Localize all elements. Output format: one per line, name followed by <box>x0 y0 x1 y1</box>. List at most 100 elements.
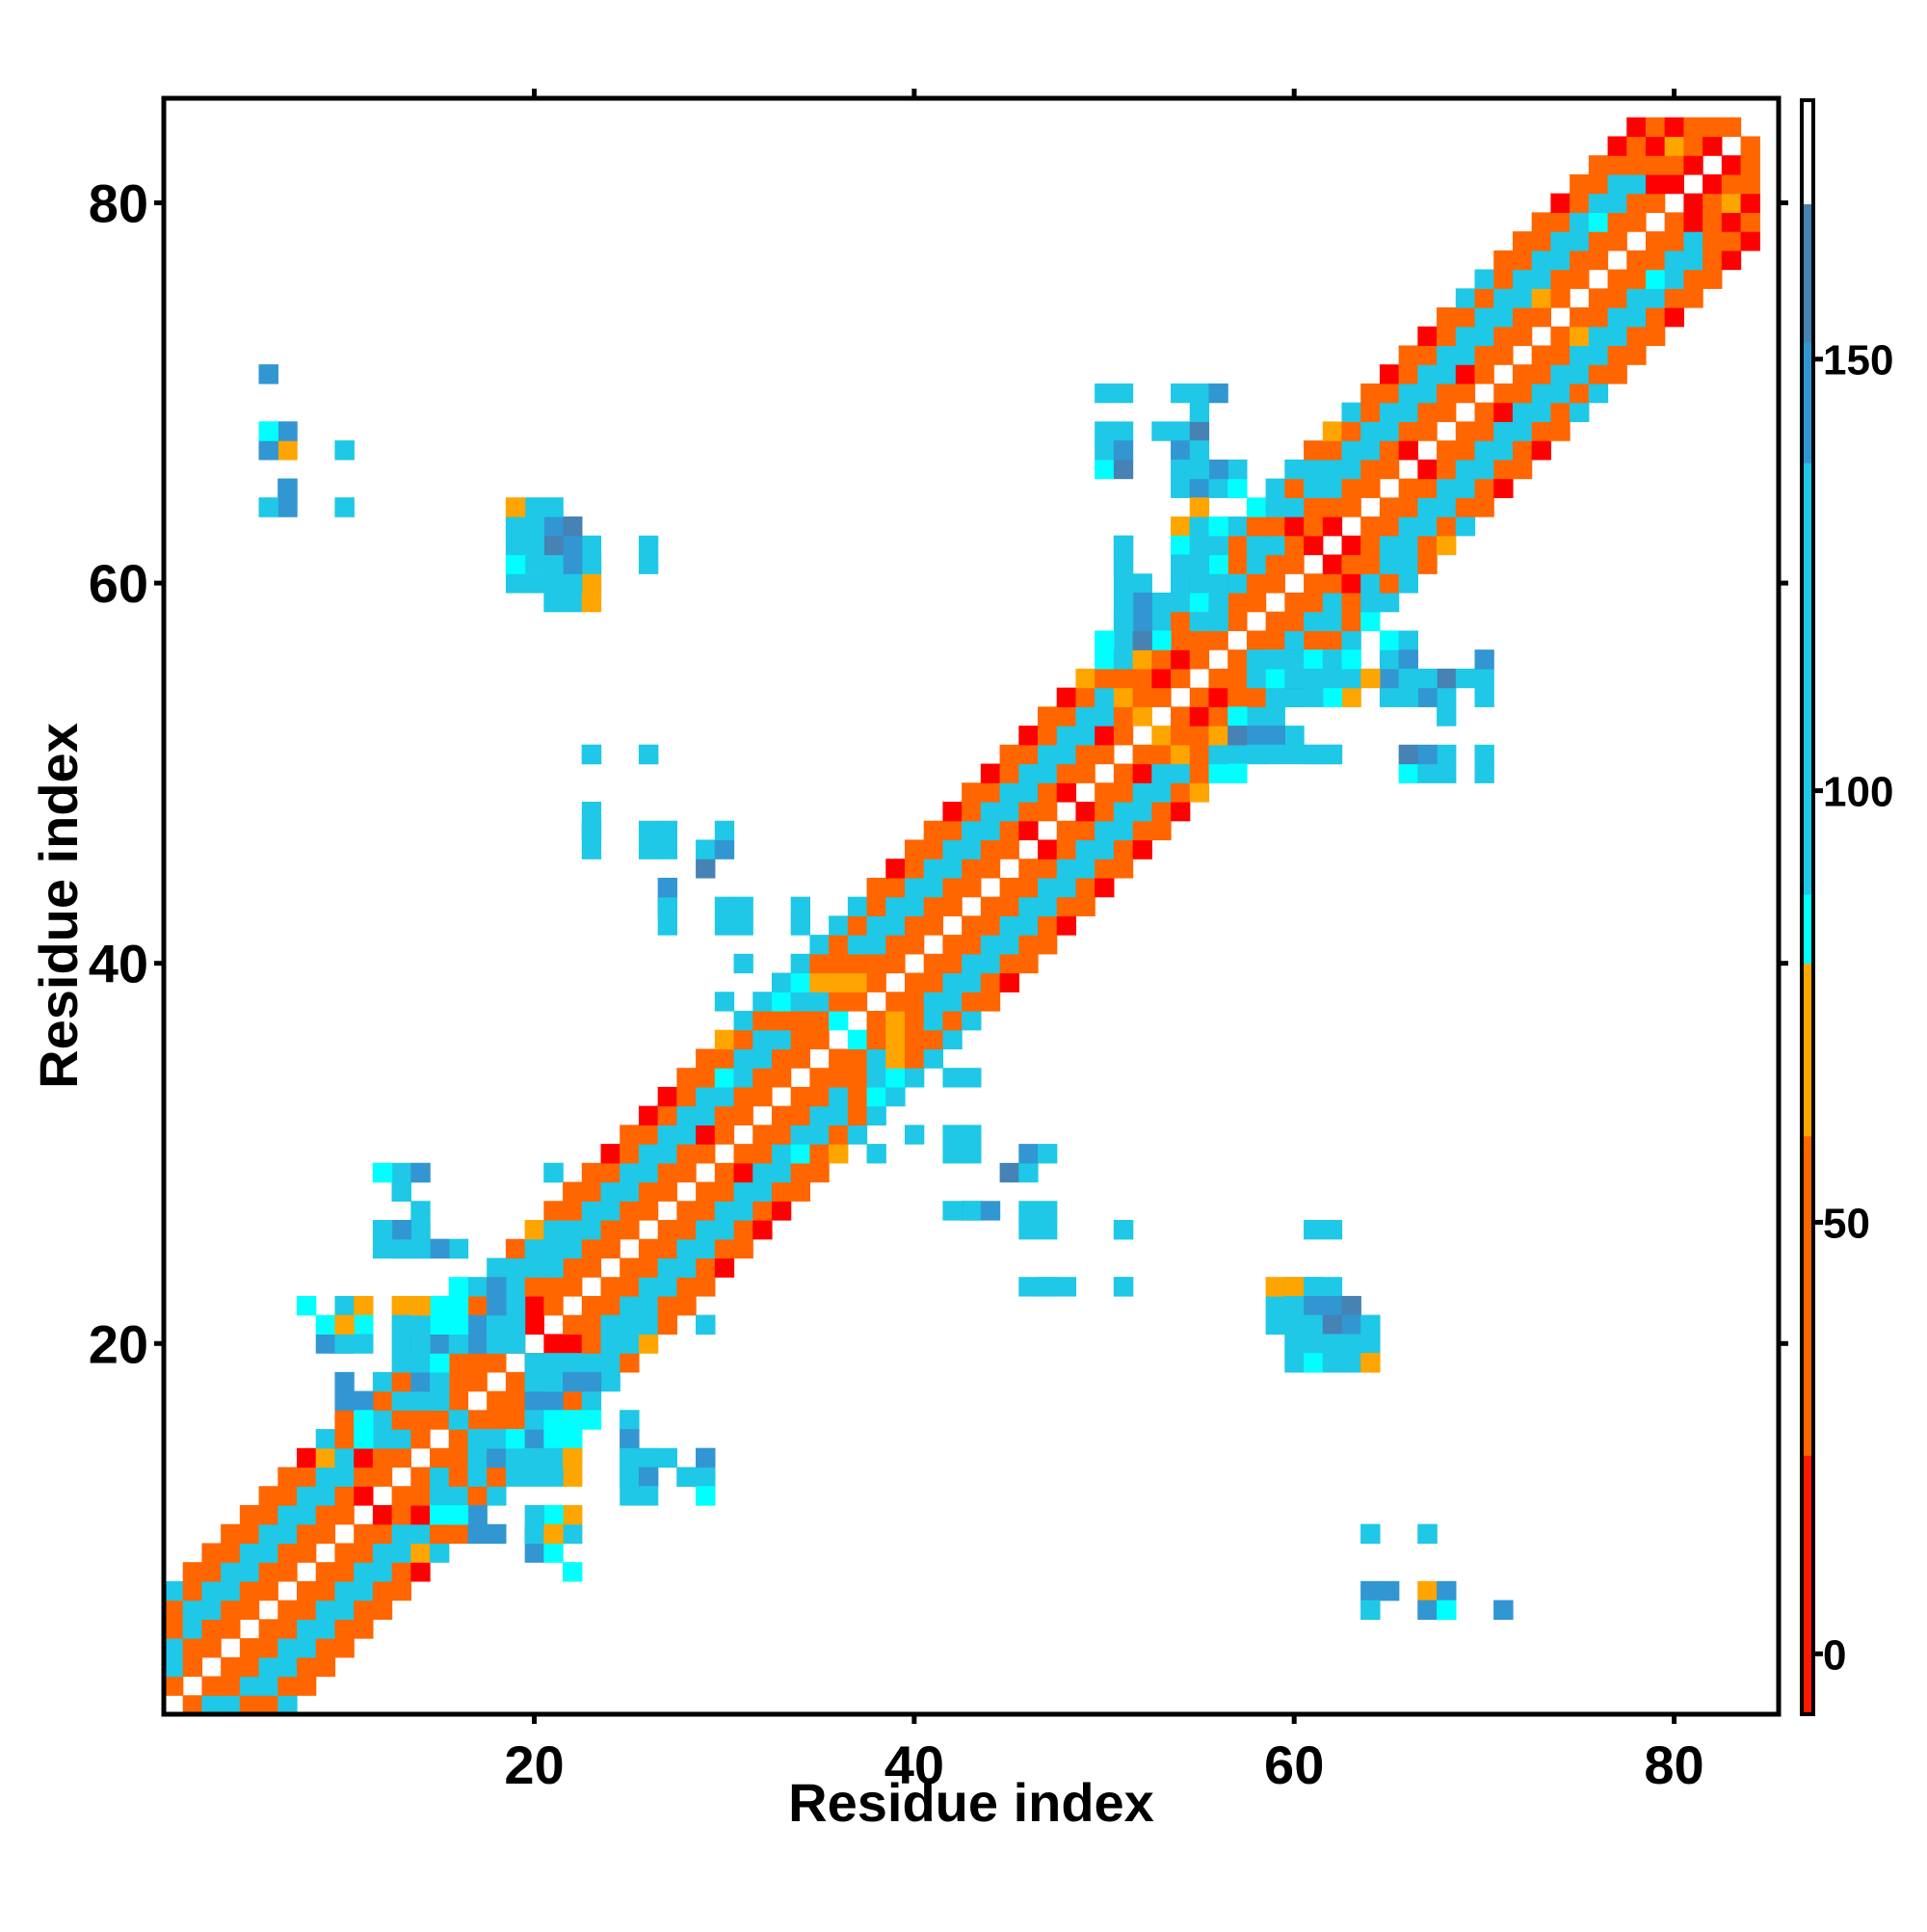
contact-cell <box>354 1486 374 1506</box>
contact-cell <box>1095 383 1115 404</box>
contact-cell <box>790 1048 810 1069</box>
contact-cell <box>1151 801 1172 822</box>
contact-cell <box>1322 497 1343 517</box>
contact-cell <box>1038 782 1058 803</box>
contact-cell <box>563 1334 583 1354</box>
contact-cell <box>448 1486 469 1506</box>
contact-cell <box>1437 687 1457 707</box>
contact-cell <box>942 896 963 916</box>
contact-cell <box>581 1162 602 1183</box>
contact-cell <box>1645 307 1666 328</box>
contact-cell <box>1322 459 1343 480</box>
contact-cell <box>752 1011 773 1031</box>
contact-cell <box>315 1619 336 1639</box>
contact-cell <box>410 1371 431 1392</box>
contact-cell <box>391 1295 411 1316</box>
contact-cell <box>334 1390 355 1411</box>
contact-cell <box>1227 744 1248 765</box>
contact-cell <box>885 1086 906 1107</box>
contact-cell <box>752 1068 773 1088</box>
contact-cell <box>1284 478 1305 498</box>
contact-cell <box>1132 801 1152 822</box>
contact-cell <box>410 1390 431 1411</box>
contact-cell <box>1664 212 1685 232</box>
contact-cell <box>1417 763 1438 783</box>
contact-cell <box>410 1523 431 1545</box>
contact-cell <box>524 1314 544 1336</box>
contact-cell <box>1607 212 1627 232</box>
contact-cell <box>733 896 753 916</box>
contact-cell <box>1171 421 1191 441</box>
contact-cell <box>980 839 1001 860</box>
contact-cell <box>829 972 849 992</box>
contact-cell <box>962 877 982 898</box>
contact-cell <box>1056 687 1077 707</box>
contact-cell <box>999 953 1019 974</box>
contact-cell <box>1417 421 1438 441</box>
contact-cell <box>524 554 544 574</box>
contact-cell <box>1056 706 1077 727</box>
contact-cell <box>1189 516 1210 537</box>
contact-cell <box>1265 1295 1285 1316</box>
contact-cell <box>1171 782 1191 803</box>
contact-cell <box>1075 744 1095 765</box>
contact-cell <box>733 1086 753 1107</box>
colorbar-band <box>1802 341 1813 463</box>
contact-cell <box>1417 516 1438 537</box>
contact-cell <box>334 1295 355 1316</box>
contact-cell <box>239 1580 260 1601</box>
x-tick-label: 20 <box>504 1734 564 1795</box>
contact-cell <box>942 972 963 992</box>
contact-cell <box>1607 345 1627 365</box>
contact-cell <box>885 896 906 916</box>
contact-cell <box>1664 269 1685 289</box>
contact-cell <box>1341 592 1361 613</box>
contact-cell <box>239 1638 260 1658</box>
contact-cell <box>714 1105 735 1125</box>
contact-cell <box>334 1410 355 1430</box>
contact-cell <box>1189 440 1210 461</box>
contact-cell <box>1304 516 1324 537</box>
contact-cell <box>809 935 830 955</box>
contact-cell <box>714 1068 735 1088</box>
contact-cell <box>315 1562 336 1582</box>
contact-cell <box>696 1314 716 1336</box>
contact-cell <box>942 1201 963 1221</box>
contact-cell <box>581 1353 602 1373</box>
contact-cell <box>923 1029 944 1050</box>
contact-cell <box>1588 288 1609 308</box>
contact-cell <box>1151 744 1172 765</box>
contact-cell <box>1038 744 1058 765</box>
contact-cell <box>790 972 810 992</box>
contact-cell <box>1132 649 1152 670</box>
contact-cell <box>1437 763 1457 783</box>
contact-cell <box>1095 782 1115 803</box>
contact-cell <box>1474 307 1494 328</box>
contact-cell <box>1322 573 1343 594</box>
contact-cell <box>1588 231 1609 251</box>
contact-cell <box>164 1580 184 1601</box>
contact-cell <box>391 1562 411 1582</box>
contact-cell <box>1189 687 1210 707</box>
contact-cell <box>1151 421 1172 441</box>
contact-cell <box>1664 231 1685 251</box>
contact-cell <box>581 744 602 765</box>
contact-cell <box>657 877 677 898</box>
contact-cell <box>1246 592 1267 613</box>
contact-cell <box>829 1048 849 1069</box>
contact-cell <box>487 1257 507 1278</box>
contact-cell <box>1474 364 1494 384</box>
contact-cell <box>334 1486 355 1506</box>
contact-cell <box>600 1162 620 1183</box>
contact-cell <box>1721 212 1742 232</box>
contact-cell <box>467 1447 488 1469</box>
contact-cell <box>467 1504 488 1525</box>
contact-cell <box>1056 915 1077 936</box>
contact-cell <box>1493 326 1514 347</box>
contact-cell <box>1038 859 1058 879</box>
contact-cell <box>980 915 1001 936</box>
contact-cell <box>581 1371 602 1392</box>
contact-cell <box>505 1429 526 1449</box>
contact-cell <box>1398 497 1418 517</box>
contact-cell <box>164 1656 184 1678</box>
